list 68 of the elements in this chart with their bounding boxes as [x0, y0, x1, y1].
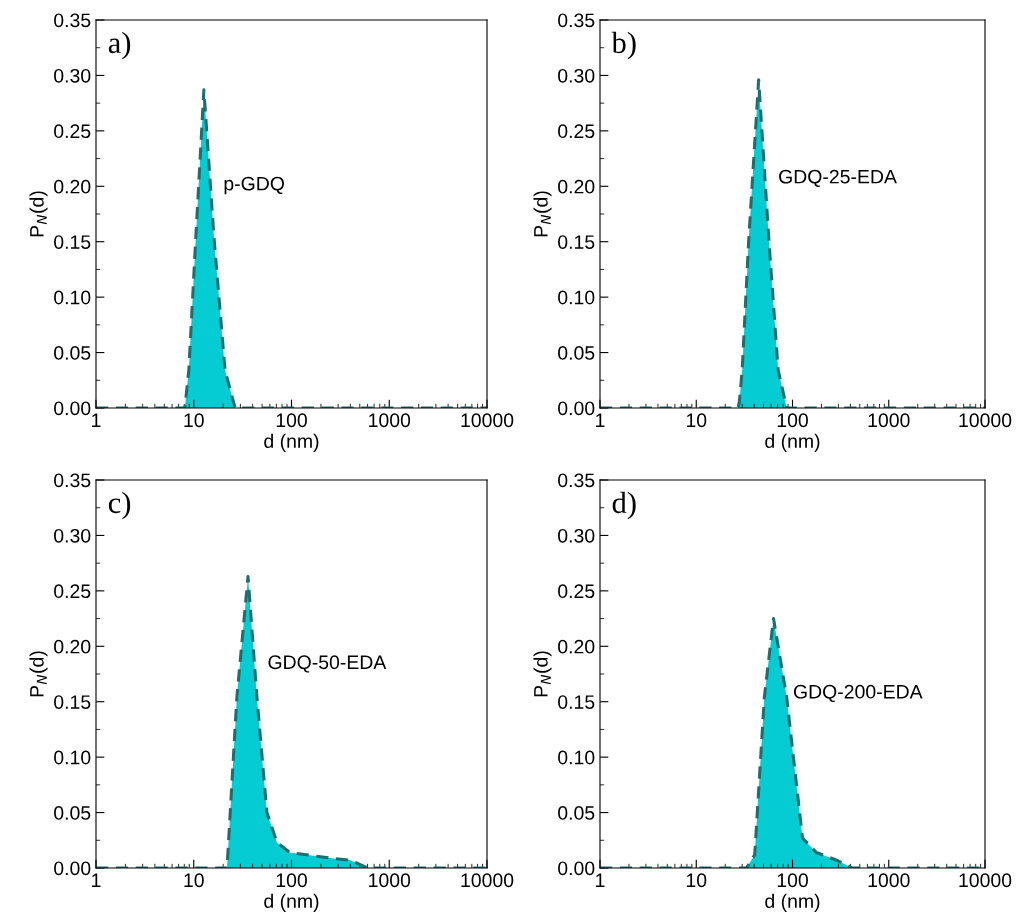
x-tick-label: 1	[596, 873, 605, 887]
x-axis-title: d (nm)	[765, 433, 820, 452]
y-tick-label: 0.20	[558, 179, 595, 194]
y-tick-label: 0.10	[54, 290, 91, 305]
y-tick-label: 0.00	[558, 401, 595, 416]
x-tick-label: 1000	[369, 873, 411, 888]
chart-title: a)	[108, 31, 131, 60]
y-tick-label: 0.25	[54, 124, 91, 139]
y-tick-label: 0.15	[54, 235, 91, 249]
series-label: GDQ-25-EDA	[779, 169, 897, 188]
y-tick-label: 0.05	[54, 346, 91, 360]
y-tick-label: 0.00	[54, 401, 91, 416]
x-tick-label: 1000	[868, 413, 910, 428]
y-tick-label: 0.10	[54, 750, 91, 765]
x-tick-label: 10	[686, 873, 707, 888]
x-tick-label: 10	[686, 413, 707, 428]
x-tick-label: 1000	[868, 873, 910, 888]
y-tick-label: 0.25	[54, 584, 91, 599]
y-tick-label: 0.10	[558, 750, 595, 765]
y-tick-label: 0.20	[558, 639, 595, 654]
x-tick-label: 10	[184, 413, 204, 428]
series-label: GDQ-50-EDA	[268, 655, 387, 673]
y-tick-label: 0.20	[54, 639, 91, 654]
x-tick-label: 1	[596, 413, 605, 427]
y-axis-title: P$_{N}$(d)	[533, 191, 552, 237]
x-tick-label: 1	[92, 413, 101, 427]
x-axis-title: d (nm)	[765, 893, 820, 912]
y-tick-label: 0.15	[54, 695, 91, 709]
y-tick-label: 0.35	[558, 473, 595, 488]
y-tick-label: 0.25	[558, 124, 595, 139]
chart-title: d)	[612, 491, 636, 520]
y-axis-title: P$_{N}$(d)	[29, 651, 48, 697]
y-tick-label: 0.25	[558, 584, 595, 599]
y-tick-label: 0.35	[558, 13, 595, 28]
y-tick-label: 0.30	[54, 68, 91, 83]
y-tick-label: 0.15	[558, 695, 595, 709]
y-tick-label: 0.30	[558, 68, 595, 83]
x-tick-label: 1000	[369, 413, 411, 428]
y-tick-label: 0.15	[558, 235, 595, 249]
y-tick-label: 0.05	[558, 806, 595, 820]
x-tick-label: 10000	[461, 413, 514, 428]
chart-title: b)	[611, 31, 636, 60]
y-axis-title: P$_{N}$(d)	[533, 651, 552, 697]
x-axis-title: d (nm)	[264, 433, 319, 452]
y-axis-title: P$_{N}$(d)	[29, 191, 48, 237]
x-tick-label: 10000	[959, 873, 1012, 888]
y-tick-label: 0.30	[54, 528, 91, 543]
y-tick-label: 0.00	[54, 861, 91, 876]
y-tick-label: 0.00	[558, 861, 595, 876]
x-axis-title: d (nm)	[264, 893, 319, 912]
x-tick-label: 100	[276, 413, 307, 428]
x-tick-label: 100	[276, 873, 307, 888]
x-tick-label: 100	[777, 413, 808, 428]
series-label: p-GDQ	[224, 176, 284, 195]
y-tick-label: 0.10	[558, 290, 595, 305]
chart-title: c)	[108, 491, 131, 520]
y-tick-label: 0.05	[54, 806, 91, 820]
x-tick-label: 10000	[461, 873, 514, 888]
x-tick-label: 100	[777, 873, 808, 888]
y-tick-label: 0.05	[558, 346, 595, 360]
series-label: GDQ-200-EDA	[793, 684, 923, 703]
x-tick-label: 1	[92, 873, 101, 887]
y-tick-label: 0.35	[54, 473, 91, 488]
x-tick-label: 10000	[959, 413, 1012, 428]
y-tick-label: 0.30	[558, 528, 595, 543]
y-tick-label: 0.35	[54, 13, 91, 28]
y-tick-label: 0.20	[54, 179, 91, 194]
x-tick-label: 10	[184, 873, 204, 888]
